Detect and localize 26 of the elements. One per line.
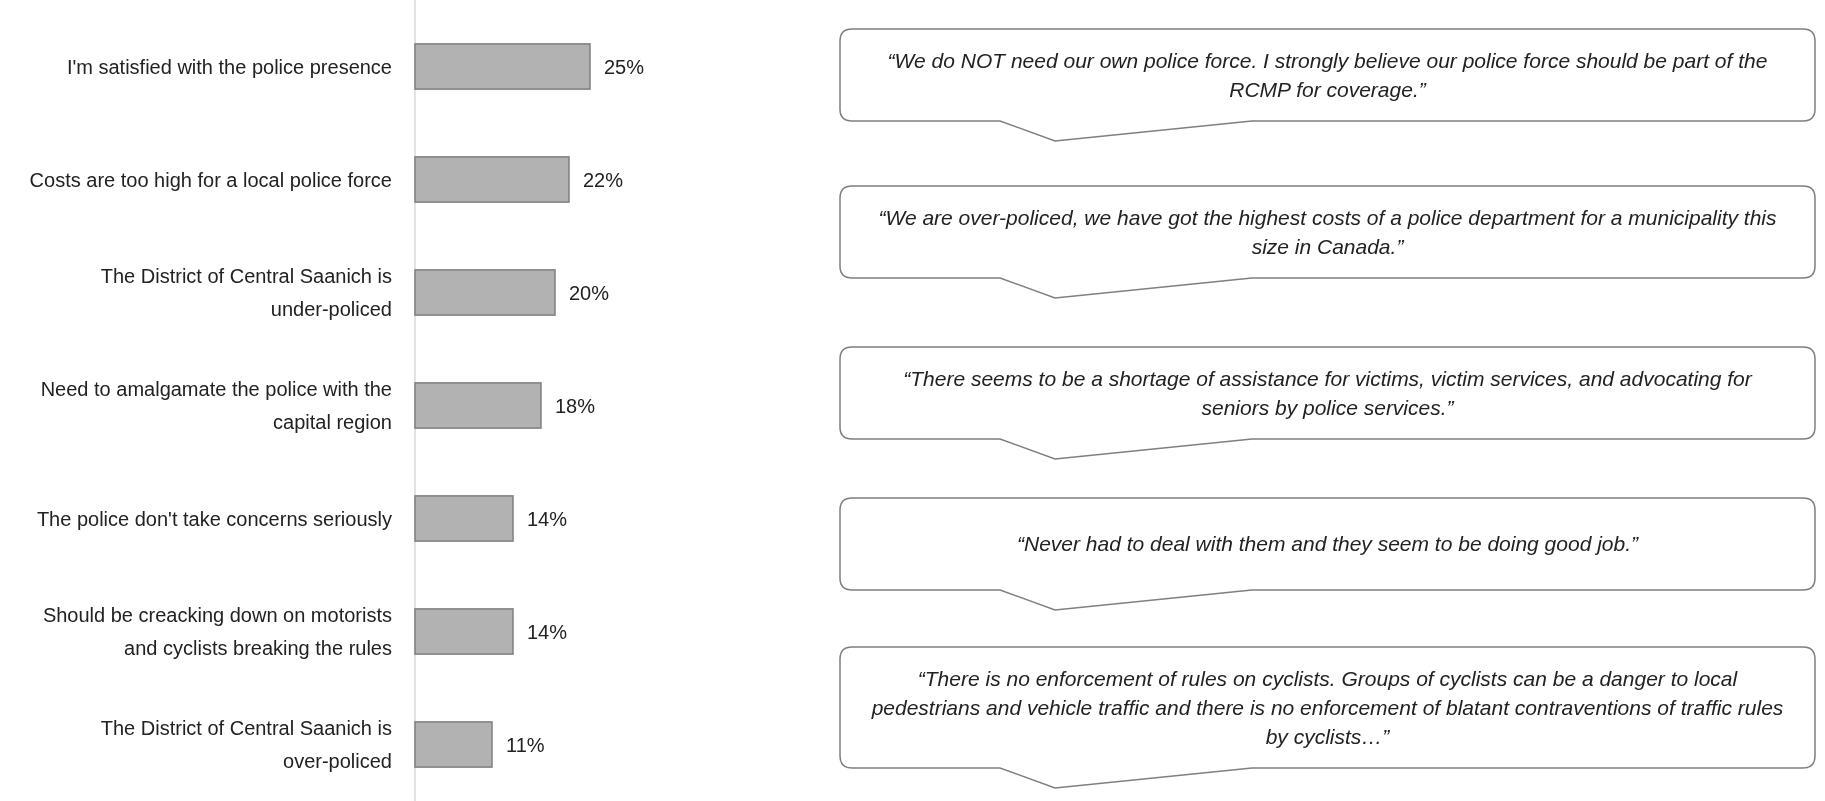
bar <box>414 269 556 316</box>
data-label: 14% <box>527 620 568 643</box>
bar <box>414 721 493 768</box>
data-label: 11% <box>506 733 545 756</box>
data-label: 22% <box>583 168 624 191</box>
bar <box>414 495 514 542</box>
y-tick-label: The District of Central Saanich is under-policed <box>100 265 392 320</box>
data-label: 14% <box>527 507 568 530</box>
data-label: 25% <box>604 55 645 78</box>
data-label: 18% <box>555 394 596 417</box>
data-label: 20% <box>569 281 610 304</box>
text: “There seems to be a shortage of assistance for victims, victim services, and advocating for seniors by police services.” <box>903 366 1753 419</box>
y-tick-label: I'm satisfied with the police presence <box>66 55 392 78</box>
y-tick-label: Costs are too high for a local police force <box>29 168 392 191</box>
y-tick-label: The District of Central Saanich is over-policed <box>100 717 392 772</box>
text: “We do NOT need our own police force. I strongly believe our police force should be part of the RCMP for coverage.” <box>887 48 1768 101</box>
y-tick-label: Need to amalgamate the police with the capital region <box>40 378 392 433</box>
y-tick-label: The police don't take concerns seriously <box>36 507 392 530</box>
text: “We are over-policed, we have got the highest costs of a police department for a municipality this size in Canada.” <box>878 205 1778 258</box>
text: “Never had to deal with them and they seem to be doing good job.” <box>1016 532 1640 556</box>
bar <box>414 382 542 429</box>
bar <box>414 43 591 90</box>
bar <box>414 608 514 655</box>
bar <box>414 156 570 203</box>
text: “There is no enforcement of rules on cyclists. Groups of cyclists can be a danger to local pedestrians and vehicle traffic and there is no enforcement of blatant contraventions of traffic rules by cyclists…” <box>870 666 1784 748</box>
y-tick-label: Should be creacking down on motorists and cyclists breaking the rules <box>42 604 392 659</box>
